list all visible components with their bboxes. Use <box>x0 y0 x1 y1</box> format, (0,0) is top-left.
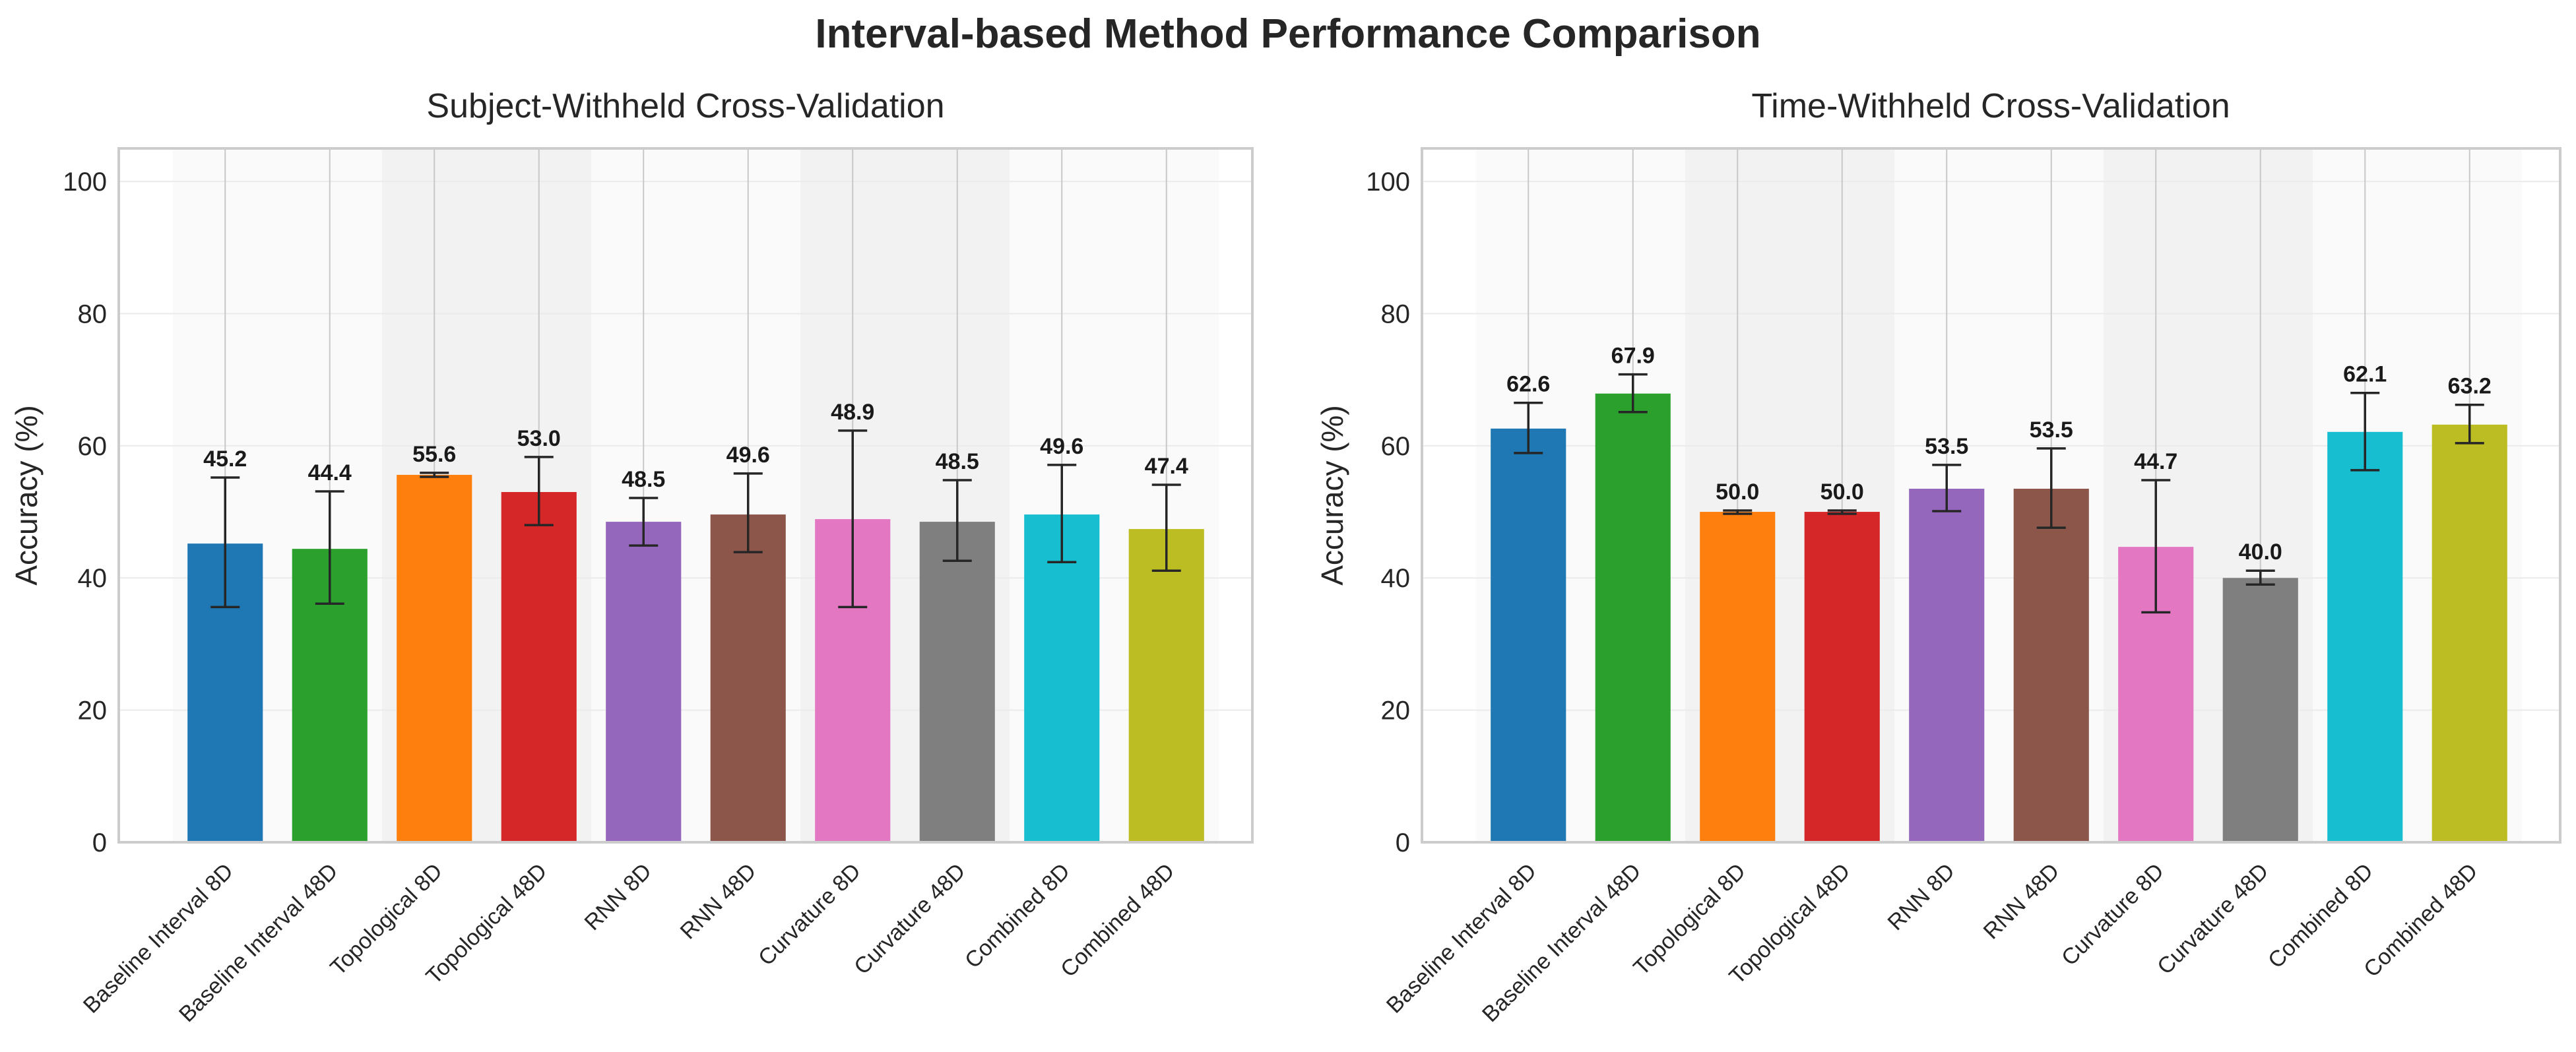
y-tick-label: 100 <box>1366 168 1410 197</box>
data-label: 55.6 <box>412 442 456 467</box>
data-label: 50.0 <box>1716 480 1759 505</box>
bar-rnn-8d <box>606 522 682 842</box>
x-tick-label: Topological 8D <box>1628 859 1751 981</box>
x-tick-label: Combined 48D <box>1056 859 1179 982</box>
y-tick-label: 60 <box>78 432 108 461</box>
data-label: 47.4 <box>1145 454 1188 479</box>
x-tick-label: Combined 8D <box>2263 859 2378 974</box>
y-tick-label: 40 <box>1381 564 1411 593</box>
x-tick-label: Combined 8D <box>960 859 1075 974</box>
data-label: 63.2 <box>2448 374 2492 399</box>
y-tick-label: 0 <box>1396 828 1410 857</box>
error-bar-curvature-8d <box>2141 479 2171 614</box>
error-bar-combined-48d <box>1151 483 1181 572</box>
y-tick-label: 100 <box>63 168 107 197</box>
error-bar-topological-48d <box>1827 509 1857 515</box>
data-label: 62.1 <box>2343 362 2387 387</box>
x-tick-label: RNN 48D <box>1979 859 2065 944</box>
bar-combined-8d <box>2327 431 2403 842</box>
error-bar-baseline-interval-8d <box>1514 401 1543 454</box>
bar-combined-48d <box>2431 424 2507 842</box>
data-label: 45.2 <box>203 447 247 472</box>
y-axis-label: Accuracy (%) <box>9 405 44 585</box>
error-bar-topological-8d <box>420 472 449 478</box>
figure-title: Interval-based Method Performance Compar… <box>815 11 1760 57</box>
bar-combined-48d <box>1128 529 1204 842</box>
error-bar-topological-8d <box>1723 509 1753 515</box>
bar-rnn-48d <box>710 514 786 842</box>
error-bar-baseline-interval-48d <box>1618 373 1648 414</box>
x-tick-label: Curvature 48D <box>849 859 970 979</box>
subplot-title: Subject-Withheld Cross-Validation <box>426 87 944 125</box>
bar-baseline-interval-48d <box>1595 393 1671 842</box>
data-label: 48.9 <box>831 400 874 425</box>
data-label: 44.7 <box>2134 449 2177 474</box>
y-tick-label: 0 <box>92 828 107 857</box>
y-axis-label: Accuracy (%) <box>1315 405 1349 585</box>
bar-topological-48d <box>501 491 577 842</box>
data-label: 40.0 <box>2239 540 2282 565</box>
data-label: 48.5 <box>936 449 979 474</box>
y-tick-label: 40 <box>78 564 108 593</box>
error-bar-curvature-8d <box>838 429 868 609</box>
x-tick-label: Curvature 8D <box>2057 859 2169 971</box>
error-bar-curvature-48d <box>2245 569 2275 586</box>
x-tick-label: RNN 8D <box>1883 859 1960 935</box>
y-tick-label: 60 <box>1381 432 1411 461</box>
bar-topological-8d <box>397 474 472 842</box>
bar-rnn-8d <box>1909 488 1985 842</box>
error-bar-baseline-interval-8d <box>210 476 240 609</box>
bar-curvature-48d <box>2222 578 2298 842</box>
error-bar-combined-8d <box>1047 464 1077 563</box>
data-label: 44.4 <box>308 460 352 485</box>
data-label: 48.5 <box>622 467 665 492</box>
y-tick-label: 80 <box>78 299 108 328</box>
x-tick-label: RNN 8D <box>580 859 657 935</box>
bar-rnn-48d <box>2013 488 2089 842</box>
data-label: 50.0 <box>1820 480 1864 505</box>
x-tick-label: RNN 48D <box>676 859 761 944</box>
bar-curvature-48d <box>919 522 995 842</box>
error-bar-baseline-interval-48d <box>315 490 344 605</box>
data-label: 53.5 <box>1925 434 1968 459</box>
error-bar-rnn-8d <box>629 497 659 547</box>
data-label: 53.5 <box>2030 418 2073 443</box>
bar-combined-8d <box>1024 514 1100 842</box>
data-label: 67.9 <box>1611 344 1655 369</box>
subject-withheld-panel: 45.2 44.4 55.6 53.0 48.5 49.6 48.9 48.5 49.6 47.4… <box>9 87 1254 1027</box>
data-label: 53.0 <box>517 426 561 451</box>
error-bar-topological-48d <box>524 456 554 526</box>
data-label: 49.6 <box>726 443 770 468</box>
y-tick-label: 80 <box>1381 299 1411 328</box>
plot-frame <box>117 147 1254 844</box>
bar-topological-8d <box>1700 512 1776 842</box>
data-label: 49.6 <box>1040 434 1083 459</box>
time-withheld-panel: 62.6 67.9 50.0 50.0 53.5 53.5 44.7 40.0 62.1 63.2… <box>1315 87 2561 1027</box>
error-bar-rnn-48d <box>733 472 763 553</box>
error-bar-combined-8d <box>2350 391 2380 472</box>
error-bar-curvature-48d <box>942 479 972 562</box>
data-label: 62.6 <box>1506 372 1550 397</box>
x-tick-label: Curvature 8D <box>754 859 866 971</box>
bar-baseline-interval-8d <box>1491 428 1566 842</box>
y-tick-label: 20 <box>1381 696 1411 726</box>
error-bar-combined-48d <box>2455 403 2484 445</box>
y-tick-label: 20 <box>78 696 108 726</box>
plot-frame <box>1421 147 2561 844</box>
x-tick-label: Combined 48D <box>2359 859 2482 982</box>
subplot-title: Time-Withheld Cross-Validation <box>1751 87 2230 125</box>
bar-topological-48d <box>1804 512 1880 842</box>
error-bar-rnn-48d <box>2036 447 2066 529</box>
x-tick-label: Curvature 48D <box>2152 859 2273 979</box>
error-bar-rnn-8d <box>1932 464 1962 512</box>
x-tick-label: Topological 8D <box>325 859 447 981</box>
